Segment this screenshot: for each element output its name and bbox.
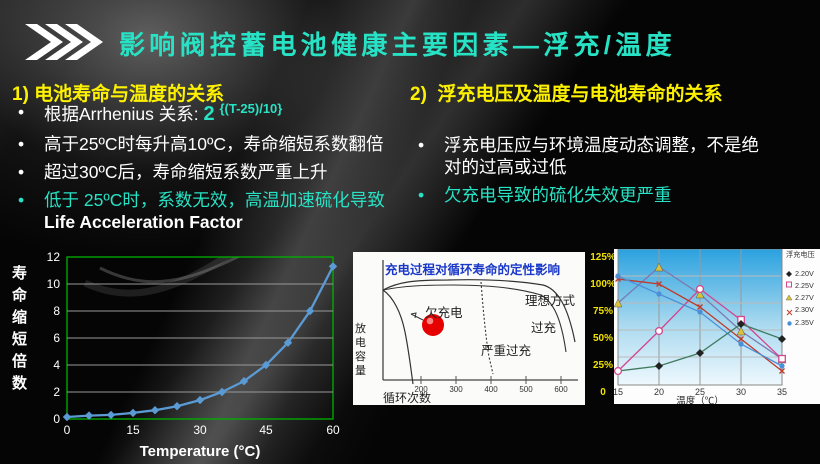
svg-text:严重过充: 严重过充 [481, 343, 531, 358]
svg-text:欠充电: 欠充电 [425, 305, 463, 320]
svg-text:过充: 过充 [531, 320, 556, 335]
svg-text:电: 电 [355, 336, 366, 349]
svg-text:缩: 缩 [12, 308, 27, 326]
svg-text:500: 500 [519, 385, 533, 394]
svg-text:短: 短 [12, 330, 27, 348]
svg-text:量: 量 [355, 364, 366, 377]
svg-text:0: 0 [64, 423, 71, 437]
svg-text:400: 400 [484, 385, 498, 394]
svg-text:浮充电压: 浮充电压 [786, 250, 815, 259]
svg-text:容: 容 [355, 349, 366, 363]
svg-text:30: 30 [736, 387, 746, 397]
svg-text:6: 6 [53, 331, 60, 345]
svg-text:15: 15 [126, 423, 140, 437]
svg-text:4: 4 [53, 358, 60, 372]
svg-text:35: 35 [777, 387, 787, 397]
svg-text:20: 20 [654, 387, 664, 397]
svg-text:0: 0 [53, 412, 60, 426]
svg-text:60: 60 [326, 423, 340, 437]
svg-text:30: 30 [193, 423, 207, 437]
svg-text:2.30V: 2.30V [795, 305, 814, 314]
svg-text:2.35V: 2.35V [795, 318, 814, 327]
svg-text:2: 2 [53, 385, 60, 399]
svg-text:2.20V: 2.20V [795, 269, 814, 278]
svg-text:300: 300 [449, 385, 463, 394]
svg-text:8: 8 [53, 304, 60, 318]
svg-text:2.25V: 2.25V [795, 281, 814, 290]
svg-text:Temperature (°C): Temperature (°C) [140, 443, 261, 460]
svg-text:寿: 寿 [12, 264, 27, 282]
svg-text:温度（℃）: 温度（℃） [676, 395, 724, 404]
svg-text:放: 放 [355, 321, 366, 335]
svg-text:命: 命 [11, 286, 28, 304]
svg-text:15: 15 [614, 387, 623, 397]
svg-text:充电过程对循环寿命的定性影响: 充电过程对循环寿命的定性影响 [385, 262, 560, 277]
svg-text:数: 数 [12, 374, 28, 392]
svg-text:理想方式: 理想方式 [525, 293, 576, 308]
svg-text:2.27V: 2.27V [795, 293, 814, 302]
svg-text:12: 12 [47, 250, 61, 264]
svg-text:600: 600 [554, 385, 568, 394]
svg-text:45: 45 [259, 423, 273, 437]
svg-text:10: 10 [47, 277, 61, 291]
svg-text:倍: 倍 [12, 352, 27, 370]
svg-text:循环次数: 循环次数 [383, 390, 431, 405]
